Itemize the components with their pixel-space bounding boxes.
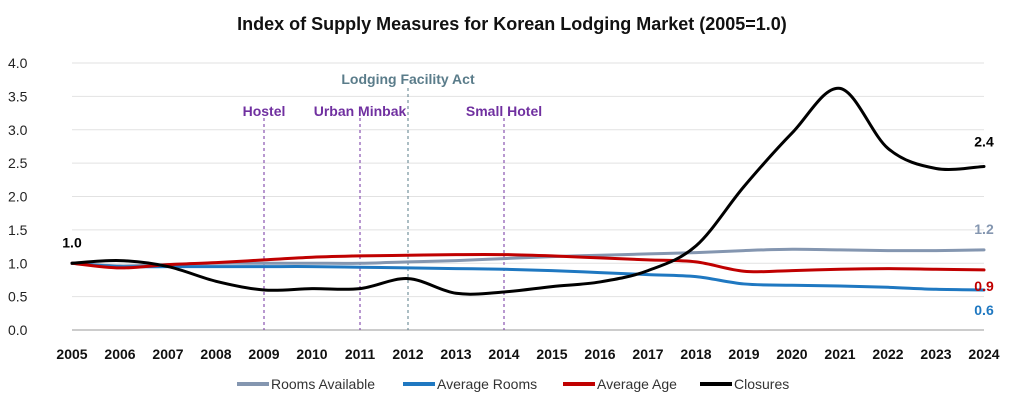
x-tick-label: 2011 xyxy=(345,346,376,362)
x-tick-label: 2019 xyxy=(728,346,759,362)
data-label: 0.9 xyxy=(974,278,994,294)
y-axis: 0.0 0.5 1.0 1.5 2.0 2.5 3.0 3.5 4.0 xyxy=(8,55,28,338)
series-line-average-rooms xyxy=(70,261,986,292)
y-tick-label: 3.5 xyxy=(8,88,28,104)
y-tick-label: 1.5 xyxy=(8,222,28,238)
x-tick-label: 2014 xyxy=(488,346,519,362)
x-axis: 2005 2006 2007 2008 2009 2010 2011 2012 2013 2014… xyxy=(56,346,999,362)
x-tick-label: 2015 xyxy=(536,346,567,362)
data-label: 1.0 xyxy=(62,234,82,250)
data-label: 0.6 xyxy=(974,302,994,318)
series-lines xyxy=(70,86,986,296)
legend: Rooms Available Average Rooms Average Age C… xyxy=(237,376,789,392)
x-tick-label: 2022 xyxy=(872,346,903,362)
grid-lines xyxy=(72,62,984,331)
y-tick-label: 0.0 xyxy=(8,322,28,338)
legend-label-rooms-available: Rooms Available xyxy=(271,376,375,392)
x-tick-label: 2020 xyxy=(776,346,807,362)
x-tick-label: 2009 xyxy=(248,346,279,362)
y-tick-label: 1.0 xyxy=(8,255,28,271)
y-tick-label: 3.0 xyxy=(8,122,28,138)
legend-label-average-age: Average Age xyxy=(597,376,677,392)
legend-label-average-rooms: Average Rooms xyxy=(437,376,537,392)
policy-annotations: Hostel Urban Minbak Lodging Facility Act Sm… xyxy=(243,71,542,330)
annotation-label: Small Hotel xyxy=(466,103,542,119)
x-tick-label: 2017 xyxy=(632,346,663,362)
x-tick-label: 2013 xyxy=(440,346,471,362)
x-tick-label: 2018 xyxy=(680,346,711,362)
end-labels: 1.0 2.4 1.2 0.9 0.6 xyxy=(62,133,994,317)
y-tick-label: 2.0 xyxy=(8,189,28,205)
annotation-label: Urban Minbak xyxy=(314,103,407,119)
x-tick-label: 2008 xyxy=(200,346,231,362)
y-tick-label: 2.5 xyxy=(8,155,28,171)
chart-title: Index of Supply Measures for Korean Lodg… xyxy=(237,14,787,34)
series-line-closures xyxy=(70,86,986,296)
x-tick-label: 2005 xyxy=(56,346,87,362)
data-label: 1.2 xyxy=(974,221,994,237)
x-tick-label: 2016 xyxy=(584,346,615,362)
legend-label-closures: Closures xyxy=(734,376,789,392)
annotation-label: Lodging Facility Act xyxy=(341,71,475,87)
x-tick-label: 2021 xyxy=(824,346,855,362)
y-tick-label: 0.5 xyxy=(8,289,28,305)
annotation-label: Hostel xyxy=(243,103,286,119)
data-label: 2.4 xyxy=(974,133,994,149)
y-tick-label: 4.0 xyxy=(8,55,28,71)
x-tick-label: 2006 xyxy=(104,346,135,362)
x-tick-label: 2012 xyxy=(392,346,423,362)
series-line-average-age xyxy=(70,252,986,274)
x-tick-label: 2007 xyxy=(152,346,183,362)
x-tick-label: 2010 xyxy=(296,346,327,362)
x-tick-label: 2023 xyxy=(920,346,951,362)
x-tick-label: 2024 xyxy=(968,346,999,362)
